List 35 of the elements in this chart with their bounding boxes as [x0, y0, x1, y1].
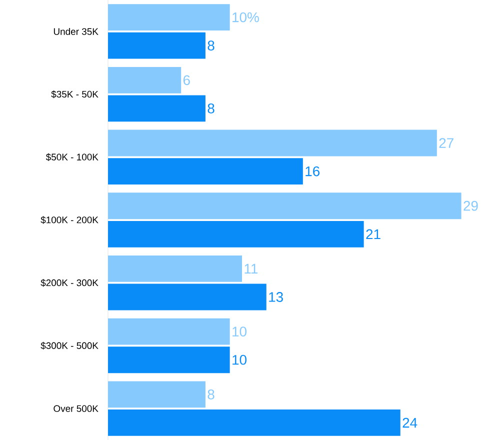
y-tick-label: $200K - 300K [40, 279, 98, 287]
bar [108, 346, 230, 374]
data-label: 24 [402, 418, 418, 428]
bar [108, 192, 462, 220]
bar [108, 95, 206, 122]
data-label: 21 [366, 229, 380, 240]
data-label: 6 [183, 75, 190, 86]
y-tick-label: Over 500K [54, 405, 98, 412]
data-label: 10% [232, 12, 259, 22]
y-tick-label: $35K - 50K [51, 90, 98, 98]
bar [108, 318, 230, 345]
bar [108, 256, 242, 282]
data-label: 8 [208, 40, 214, 51]
y-tick-label: $100K - 200K [40, 216, 98, 224]
bar [108, 284, 266, 310]
bar [108, 130, 437, 156]
data-label: 10 [232, 326, 246, 337]
bar [108, 410, 400, 436]
data-label: 13 [269, 292, 283, 302]
data-label: 16 [306, 166, 320, 176]
y-tick-label: $50K - 100K [46, 153, 98, 161]
data-label: 11 [244, 264, 258, 274]
y-tick-label: Under 35K [54, 28, 98, 35]
bar [108, 381, 206, 408]
bar [108, 66, 182, 94]
data-label: 8 [208, 389, 214, 400]
bar [108, 158, 303, 184]
data-label: 27 [439, 138, 454, 148]
bar [108, 220, 364, 248]
data-label: 8 [208, 103, 214, 114]
data-label: 10 [232, 354, 246, 365]
bar [108, 4, 230, 30]
y-tick-label: $300K - 500K [40, 342, 98, 350]
bar [108, 32, 206, 59]
data-label: 29 [464, 200, 478, 211]
